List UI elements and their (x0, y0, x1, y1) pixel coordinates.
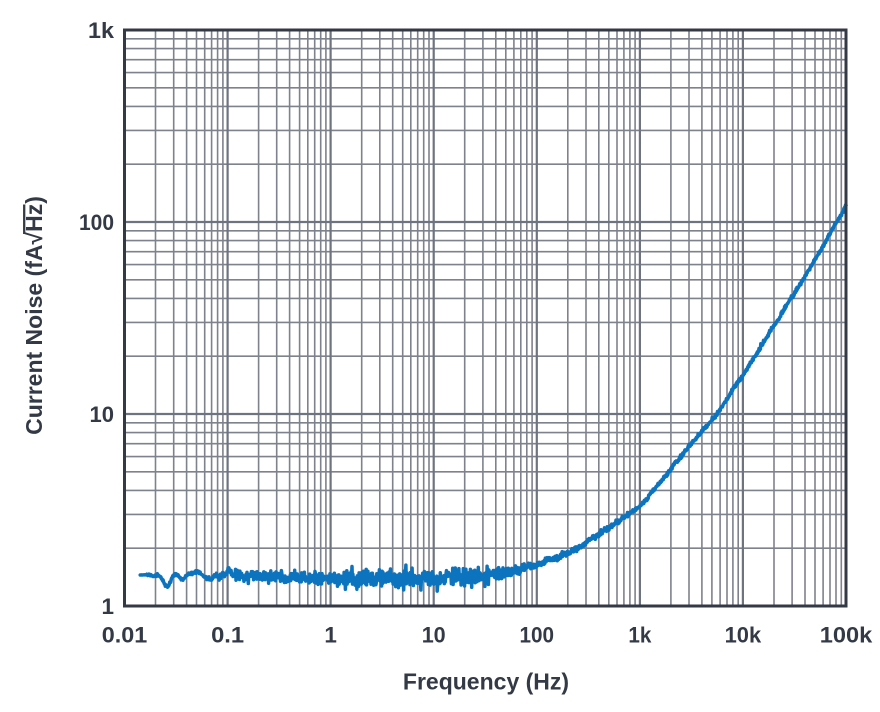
svg-text:10k: 10k (725, 623, 762, 648)
svg-text:100k: 100k (820, 623, 873, 648)
svg-text:100: 100 (79, 210, 114, 235)
svg-text:10: 10 (90, 402, 115, 427)
svg-text:Frequency (Hz): Frequency (Hz) (403, 669, 569, 695)
svg-text:1: 1 (324, 623, 337, 648)
svg-text:Current Noise (fA√Hz): Current Noise (fA√Hz) (21, 196, 47, 435)
svg-text:10: 10 (422, 623, 446, 648)
svg-text:1k: 1k (628, 623, 651, 648)
svg-text:1k: 1k (88, 18, 115, 43)
svg-text:0.01: 0.01 (102, 623, 148, 648)
svg-text:1: 1 (102, 594, 115, 619)
svg-text:0.1: 0.1 (211, 623, 244, 648)
svg-text:100: 100 (520, 623, 555, 648)
